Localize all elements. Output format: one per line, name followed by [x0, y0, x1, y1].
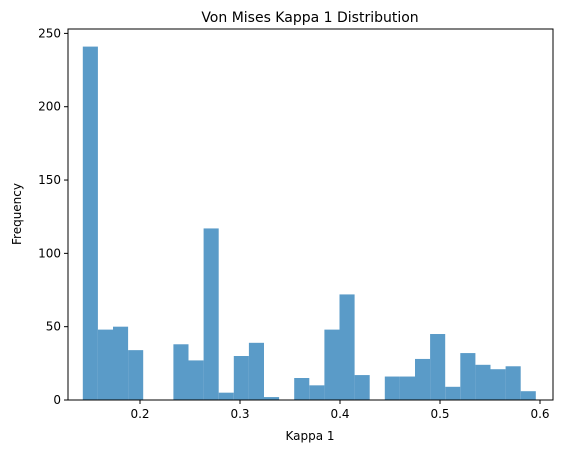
y-tick-label: 250: [38, 26, 61, 40]
histogram-bar: [430, 334, 446, 400]
x-axis-label: Kappa 1: [285, 429, 334, 443]
histogram-bar: [233, 356, 249, 400]
x-tick-label: 0.2: [130, 407, 149, 421]
histogram-bar: [520, 391, 536, 400]
histogram-bar: [248, 342, 264, 400]
y-tick-label: 0: [53, 393, 61, 407]
histogram-bar: [218, 392, 234, 400]
x-tick-label: 0.4: [330, 407, 349, 421]
histogram-bar: [490, 369, 506, 400]
histogram-bar: [415, 358, 431, 400]
y-axis-label: Frequency: [10, 183, 24, 245]
y-axis-ticks: 0 50 100 150 200 250: [38, 26, 68, 407]
y-tick-label: 200: [38, 100, 61, 114]
x-tick-label: 0.6: [530, 407, 549, 421]
histogram-bar: [173, 344, 189, 400]
histogram-bar: [264, 397, 280, 400]
histogram-bar: [309, 385, 325, 400]
histogram-bar: [188, 360, 204, 400]
histogram-bar: [384, 376, 400, 400]
x-tick-label: 0.5: [430, 407, 449, 421]
y-tick-label: 100: [38, 246, 61, 260]
chart-title: Von Mises Kappa 1 Distribution: [201, 10, 418, 26]
histogram-bar: [203, 228, 219, 400]
histogram-bar: [475, 364, 491, 400]
histogram-bar: [399, 376, 415, 400]
histogram-bar: [113, 326, 129, 400]
x-tick-label: 0.3: [230, 407, 249, 421]
histogram-bar: [339, 294, 355, 400]
plot-frame: [67, 28, 554, 401]
bars-group: [82, 46, 536, 401]
histogram-bar: [324, 329, 340, 400]
histogram-bar: [505, 366, 521, 400]
histogram-bar: [128, 350, 144, 400]
histogram-bar: [82, 46, 98, 401]
histogram-bar: [97, 329, 113, 400]
histogram-bar: [460, 353, 476, 400]
x-axis-ticks: 0.2 0.3 0.4 0.5 0.6: [130, 400, 550, 421]
histogram-bar: [294, 378, 310, 400]
y-tick-label: 150: [38, 173, 61, 187]
histogram-bar: [354, 375, 370, 400]
y-tick-label: 50: [46, 320, 61, 334]
histogram-bar: [445, 386, 461, 400]
